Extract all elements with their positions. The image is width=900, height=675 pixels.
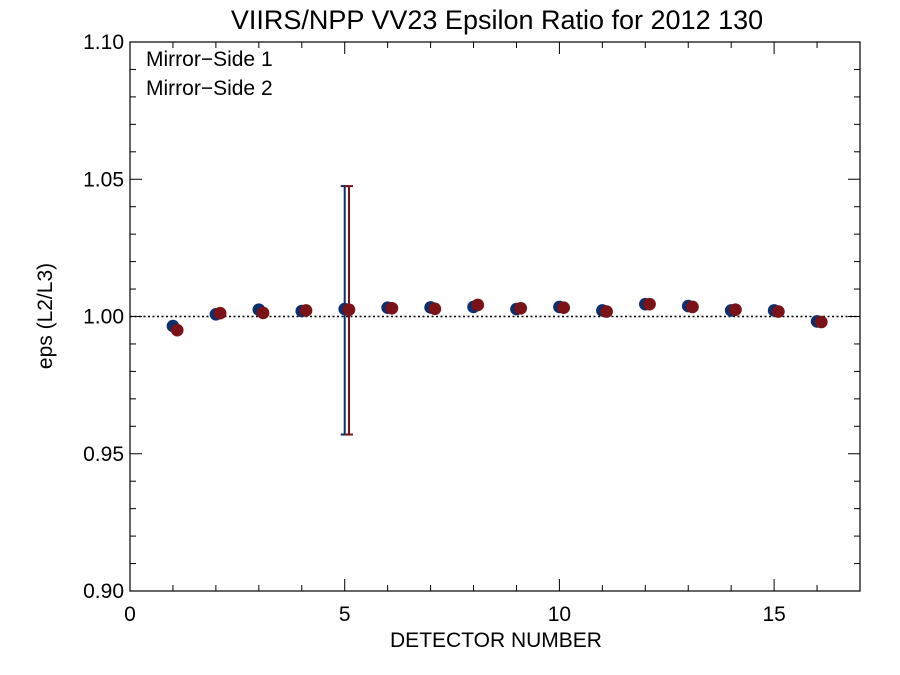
point-mirror-side-2-detector-5 bbox=[342, 303, 356, 316]
legend-mirror-side-2: Mirror−Side 2 bbox=[146, 77, 273, 100]
point-mirror-side-2-detector-3 bbox=[256, 306, 270, 320]
y-tick-label: 0.90 bbox=[83, 580, 124, 603]
point-mirror-side-2-detector-13 bbox=[686, 300, 699, 314]
point-mirror-side-2-detector-14 bbox=[729, 303, 742, 316]
point-mirror-side-2-detector-8 bbox=[471, 298, 485, 312]
point-mirror-side-2-detector-1 bbox=[170, 323, 184, 337]
point-mirror-side-2-detector-9 bbox=[514, 301, 528, 315]
x-tick-label: 15 bbox=[762, 603, 785, 626]
axis-tick-labels: 0 5 10 15 0.90 0.95 1.00 1.05 1.10 bbox=[83, 31, 786, 626]
y-axis-label: eps (L2/L3) bbox=[34, 263, 57, 369]
data-points bbox=[166, 297, 828, 337]
x-tick-label: 5 bbox=[339, 603, 351, 626]
y-tick-label: 1.05 bbox=[83, 168, 124, 191]
x-tick-label: 0 bbox=[124, 603, 136, 626]
y-tick-label: 0.95 bbox=[83, 443, 124, 466]
x-axis-label: DETECTOR NUMBER bbox=[390, 629, 602, 652]
axis-ticks bbox=[129, 41, 861, 592]
point-mirror-side-2-detector-2 bbox=[213, 306, 227, 320]
x-tick-label: 10 bbox=[548, 603, 571, 626]
point-mirror-side-2-detector-4 bbox=[299, 304, 313, 317]
point-mirror-side-2-detector-16 bbox=[815, 315, 828, 329]
point-mirror-side-2-detector-11 bbox=[600, 305, 613, 318]
point-mirror-side-2-detector-12 bbox=[643, 297, 656, 311]
y-tick-label: 1.10 bbox=[83, 31, 124, 54]
legend-mirror-side-1: Mirror−Side 1 bbox=[146, 48, 273, 71]
chart-title: VIIRS/NPP VV23 Epsilon Ratio for 2012 13… bbox=[231, 5, 763, 35]
point-mirror-side-2-detector-6 bbox=[385, 301, 399, 315]
point-mirror-side-2-detector-10 bbox=[557, 301, 571, 315]
y-tick-label: 1.00 bbox=[83, 306, 124, 329]
point-mirror-side-2-detector-7 bbox=[428, 302, 442, 316]
point-mirror-side-2-detector-15 bbox=[772, 305, 785, 318]
